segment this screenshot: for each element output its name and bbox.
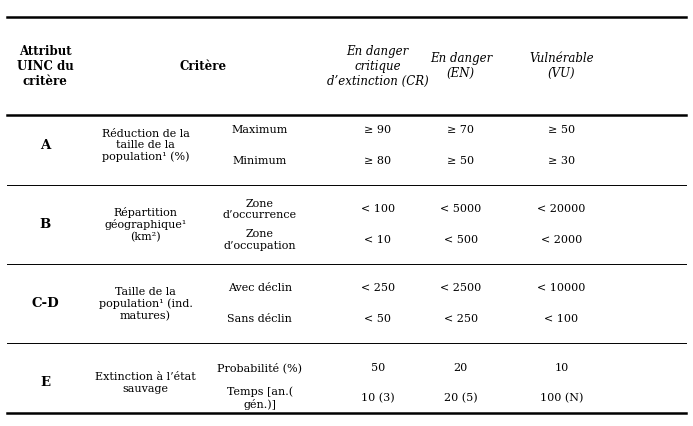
Text: A: A <box>40 139 50 152</box>
Text: < 5000: < 5000 <box>440 204 482 214</box>
Text: E: E <box>40 376 50 389</box>
Text: Réduction de la
taille de la
population¹ (%): Réduction de la taille de la population¹… <box>102 129 189 162</box>
Text: C-D: C-D <box>31 297 59 310</box>
Text: 50: 50 <box>371 363 385 373</box>
Text: Taille de la
population¹ (ind.
matures): Taille de la population¹ (ind. matures) <box>98 287 193 321</box>
Text: ≥ 50: ≥ 50 <box>447 155 475 166</box>
Text: ≥ 80: ≥ 80 <box>364 155 392 166</box>
Text: < 2000: < 2000 <box>541 235 582 245</box>
Text: Zone
d’occupation: Zone d’occupation <box>224 229 296 250</box>
Text: < 10000: < 10000 <box>537 283 586 294</box>
Text: 100 (N): 100 (N) <box>540 393 583 403</box>
Text: ≥ 90: ≥ 90 <box>364 125 392 135</box>
Text: Répartition
géographique¹
(km²): Répartition géographique¹ (km²) <box>105 207 186 242</box>
Text: < 2500: < 2500 <box>440 283 482 294</box>
Text: Critère: Critère <box>179 60 227 72</box>
Text: < 50: < 50 <box>365 314 391 324</box>
Text: ≥ 30: ≥ 30 <box>547 155 575 166</box>
Text: 10 (3): 10 (3) <box>361 393 394 403</box>
Text: 10: 10 <box>554 363 568 373</box>
Text: Sans déclin: Sans déclin <box>227 314 292 324</box>
Text: En danger
(EN): En danger (EN) <box>430 52 492 80</box>
Text: ≥ 70: ≥ 70 <box>448 125 474 135</box>
Text: Avec déclin: Avec déclin <box>228 283 292 294</box>
Text: Zone
d’occurrence: Zone d’occurrence <box>223 199 297 220</box>
Text: 20 (5): 20 (5) <box>444 393 477 403</box>
Text: < 10: < 10 <box>365 235 391 245</box>
Text: < 250: < 250 <box>360 283 395 294</box>
Text: Vulnérable
(VU): Vulnérable (VU) <box>529 52 594 80</box>
Text: 20: 20 <box>454 363 468 373</box>
Text: Attribut
UINC du
critère: Attribut UINC du critère <box>17 45 73 87</box>
Text: ≥ 50: ≥ 50 <box>547 125 575 135</box>
Text: Maximum: Maximum <box>231 125 288 135</box>
Text: < 20000: < 20000 <box>537 204 586 214</box>
Text: En danger
critique
d’extinction (CR): En danger critique d’extinction (CR) <box>327 45 428 87</box>
Text: Minimum: Minimum <box>233 155 287 166</box>
Text: < 500: < 500 <box>444 235 478 245</box>
Text: < 100: < 100 <box>360 204 395 214</box>
Text: Temps [an.(
gén.)]: Temps [an.( gén.)] <box>227 386 293 410</box>
Text: < 250: < 250 <box>444 314 478 324</box>
Text: Probabilité (%): Probabilité (%) <box>218 362 302 373</box>
Text: Extinction à l’état
sauvage: Extinction à l’état sauvage <box>95 372 196 394</box>
Text: < 100: < 100 <box>544 314 579 324</box>
Text: B: B <box>40 218 51 231</box>
